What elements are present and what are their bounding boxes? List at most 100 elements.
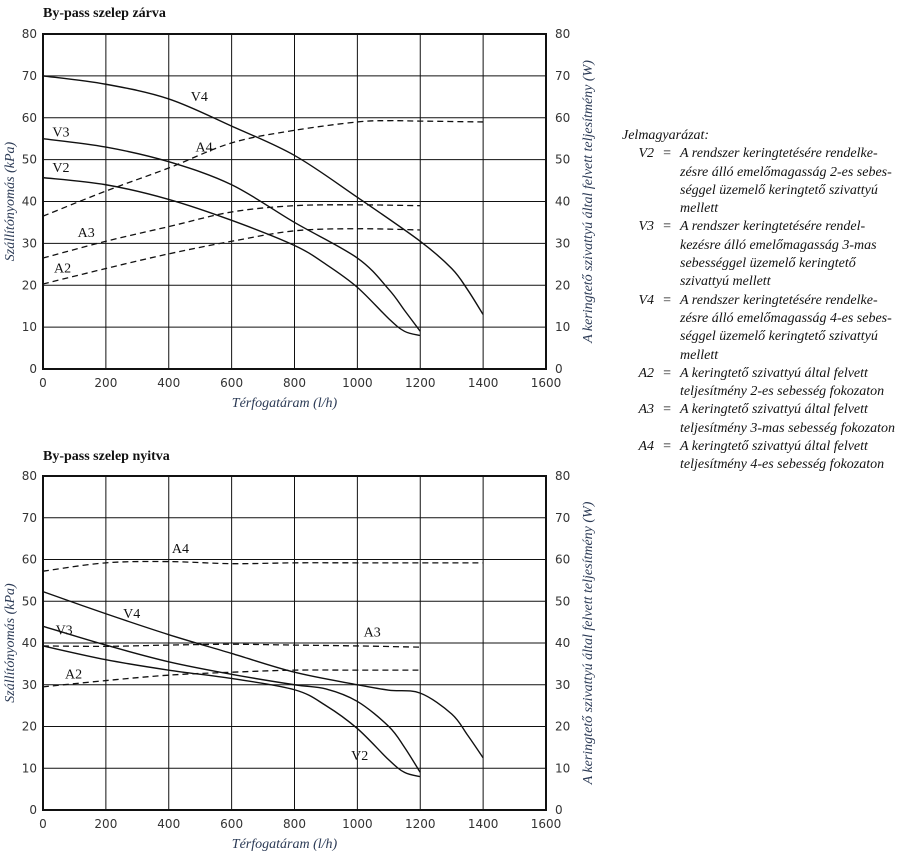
x-tick-label: 200 xyxy=(94,376,117,390)
legend-equals xyxy=(654,310,680,328)
series-V3 xyxy=(42,625,421,773)
legend-code: A4 xyxy=(638,439,654,455)
legend-text: séggel üzemelő keringtető szivattyú xyxy=(680,182,878,198)
y-tick-label: 10 xyxy=(22,761,37,775)
y2-tick-label: 80 xyxy=(555,27,570,41)
y-tick-label: 50 xyxy=(22,594,37,608)
legend-equals: = xyxy=(662,219,672,235)
legend-code xyxy=(622,383,654,401)
y-tick-label: 50 xyxy=(22,153,37,167)
y2-tick-label: 40 xyxy=(555,195,570,209)
legend-equals xyxy=(654,328,680,346)
y2-tick-label: 70 xyxy=(555,511,570,525)
series-A4 xyxy=(42,120,484,217)
legend-text: séggel üzemelő keringtető szivattyú xyxy=(680,329,878,345)
series-V2 xyxy=(42,176,421,337)
chart-title: By-pass szelep zárva xyxy=(43,6,166,21)
legend-row: szivattyú mellett xyxy=(622,273,905,291)
legend-equals xyxy=(654,255,680,273)
legend-equals xyxy=(654,200,680,218)
x-tick-label: 400 xyxy=(157,376,180,390)
y-tick-label: 60 xyxy=(22,111,37,125)
legend-text: sebességgel üzemelő keringtető xyxy=(680,256,856,272)
x-tick-label: 1000 xyxy=(342,376,373,390)
legend-row: teljesítmény 3-mas sebesség fokozaton xyxy=(622,420,905,438)
legend-row: mellett xyxy=(622,200,905,218)
y-tick-label: 70 xyxy=(22,511,37,525)
legend-text: mellett xyxy=(680,347,719,363)
legend-text: zésre álló emelőmagasság 4-es sebes- xyxy=(680,310,892,326)
legend-title: Jelmagyarázat: xyxy=(622,128,710,143)
x-tick-label: 1600 xyxy=(531,817,562,831)
legend-row: A4 = A keringtető szivattyú által felvett xyxy=(622,438,905,456)
y-axis-label: Szállítónyomás (kPa) xyxy=(3,141,18,261)
series-label-A2: A2 xyxy=(54,262,71,277)
y2-tick-label: 70 xyxy=(555,69,570,83)
legend-equals xyxy=(654,383,680,401)
y-tick-label: 30 xyxy=(22,678,37,692)
chart-title: By-pass szelep nyitva xyxy=(43,449,170,464)
legend-code xyxy=(622,347,654,365)
y2-tick-label: 10 xyxy=(555,761,570,775)
y-tick-label: 20 xyxy=(22,720,37,734)
legend-code xyxy=(622,182,654,200)
legend-equals: = xyxy=(662,292,672,308)
legend-code xyxy=(622,273,654,291)
legend-equals xyxy=(654,456,680,474)
x-tick-label: 1000 xyxy=(342,817,373,831)
legend-code xyxy=(622,456,654,474)
x-tick-label: 1200 xyxy=(405,376,436,390)
legend-row: séggel üzemelő keringtető szivattyú xyxy=(622,182,905,200)
y-tick-label: 30 xyxy=(22,236,37,250)
y2-tick-label: 50 xyxy=(555,153,570,167)
legend-equals: = xyxy=(662,365,672,381)
y-axis-label: Szállítónyomás (kPa) xyxy=(3,583,18,703)
y2-tick-label: 10 xyxy=(555,320,570,334)
legend-text: mellett xyxy=(680,201,719,217)
legend-code: V4 xyxy=(638,292,654,308)
x-tick-label: 800 xyxy=(283,376,306,390)
legend-text: teljesítmény 3-mas sebesség fokozaton xyxy=(680,420,896,436)
legend-code: V3 xyxy=(638,219,654,235)
x-tick-label: 1200 xyxy=(405,817,436,831)
legend-code: A2 xyxy=(638,365,654,381)
y2-tick-label: 20 xyxy=(555,278,570,292)
plot-frame xyxy=(42,33,547,370)
x-tick-label: 800 xyxy=(283,817,306,831)
legend-row: A2 = A keringtető szivattyú által felvett xyxy=(622,365,905,383)
series-label-V3: V3 xyxy=(52,126,69,141)
legend-equals xyxy=(654,237,680,255)
x-tick-label: 400 xyxy=(157,817,180,831)
legend-text: kezésre álló emelőmagasság 3-mas xyxy=(680,237,877,253)
y-tick-label: 70 xyxy=(22,69,37,83)
x-axis-label: Térfogatáram (l/h) xyxy=(232,837,338,852)
legend-row: teljesítmény 4-es sebesség fokozaton xyxy=(622,456,905,474)
series-A3 xyxy=(42,643,421,648)
plot-frame xyxy=(42,475,547,811)
legend-row: zésre álló emelőmagasság 4-es sebes- xyxy=(622,310,905,328)
series-V4 xyxy=(42,75,484,315)
series-V2 xyxy=(42,645,421,778)
legend-equals xyxy=(654,273,680,291)
y2-tick-label: 0 xyxy=(555,362,563,376)
series-label-A4: A4 xyxy=(195,140,212,155)
x-tick-label: 1600 xyxy=(531,376,562,390)
legend-code xyxy=(622,328,654,346)
legend-row: V3 = A rendszer keringtetésére rendel- xyxy=(622,218,905,236)
legend-equals xyxy=(654,347,680,365)
series-label-V2: V2 xyxy=(351,749,368,764)
legend-text: szivattyú mellett xyxy=(680,274,771,290)
y2-tick-label: 60 xyxy=(555,553,570,567)
legend-row: teljesítmény 2-es sebesség fokozaton xyxy=(622,383,905,401)
legend-code xyxy=(622,255,654,273)
legend-code xyxy=(622,310,654,328)
series-label-V3: V3 xyxy=(56,624,73,639)
y2-tick-label: 40 xyxy=(555,636,570,650)
series-label-A3: A3 xyxy=(364,626,381,641)
legend-text: A rendszer keringtetésére rendel- xyxy=(680,219,866,235)
legend-text: zésre álló emelőmagasság 2-es sebes- xyxy=(680,164,892,180)
y2-tick-label: 30 xyxy=(555,678,570,692)
series-V3 xyxy=(42,137,421,332)
y2-tick-label: 60 xyxy=(555,111,570,125)
